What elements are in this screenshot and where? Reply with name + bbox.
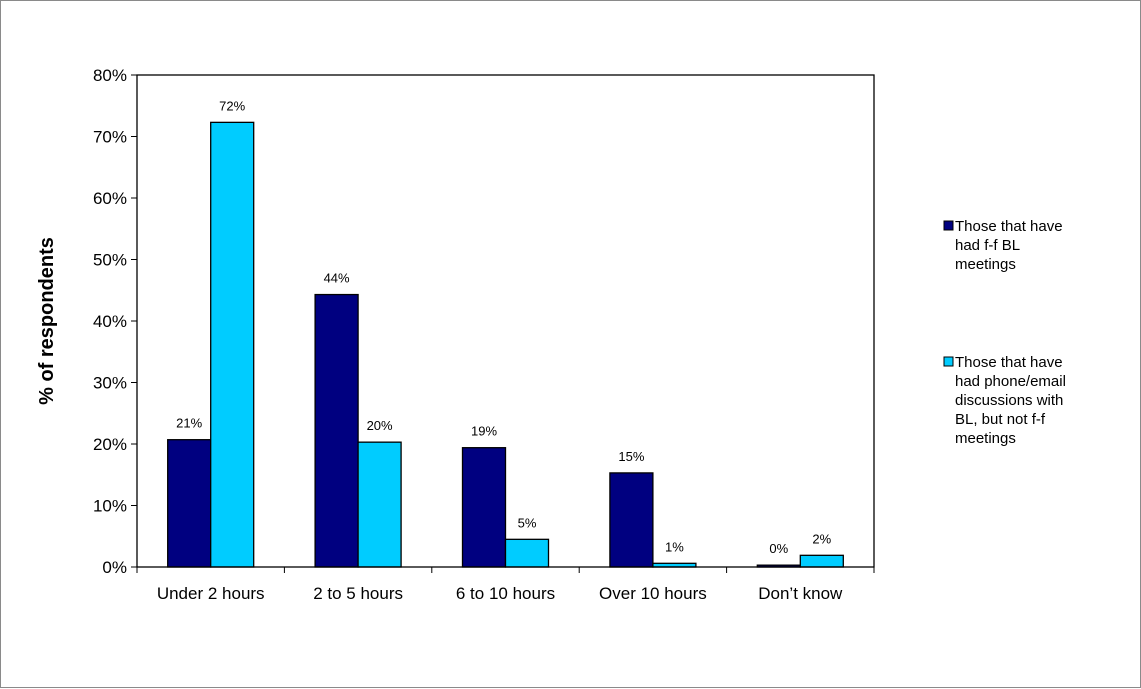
y-axis-title: % of respondents — [36, 237, 58, 405]
y-tick-label: 70% — [93, 128, 127, 147]
data-label: 44% — [324, 271, 350, 286]
data-label: 1% — [665, 539, 684, 554]
legend-line: had phone/email — [955, 373, 1066, 390]
legend-line: BL, but not f-f — [955, 411, 1046, 428]
data-label: 5% — [518, 515, 537, 530]
legend-swatch-1 — [943, 220, 954, 231]
x-category-label: 6 to 10 hours — [456, 584, 555, 603]
x-category-label: Under 2 hours — [157, 584, 265, 603]
y-tick-label: 40% — [93, 312, 127, 331]
x-category-label: 2 to 5 hours — [313, 584, 403, 603]
plot-area — [136, 74, 875, 568]
plot-border — [136, 74, 875, 568]
bar-series-1 — [314, 293, 359, 568]
data-labels: 21% 72% 44% 20% 19% 5% 15% 1% 0% 2% — [176, 98, 831, 556]
legend-label-1: Those that have had f-f BL meetings — [955, 218, 1063, 273]
y-tick-label: 60% — [93, 189, 127, 208]
x-category-label: Don’t know — [758, 584, 843, 603]
data-label: 0% — [769, 541, 788, 556]
data-label: 72% — [219, 98, 245, 113]
bar-series-1 — [609, 472, 654, 568]
legend-line: discussions with — [955, 392, 1063, 409]
legend-line: Those that have — [955, 354, 1063, 371]
y-tick-label: 20% — [93, 435, 127, 454]
y-axis-ticks: 0% 10% 20% 30% 40% 50% 60% 70% 80% — [93, 66, 137, 577]
y-tick-label: 80% — [93, 66, 127, 85]
x-category-label: Over 10 hours — [599, 584, 707, 603]
y-axis-title-group: % of respondents — [36, 237, 58, 405]
bar-series-1 — [461, 447, 507, 568]
bar-series-2 — [799, 554, 844, 568]
bar-series-2 — [210, 121, 255, 568]
y-tick-label: 30% — [93, 374, 127, 393]
data-label: 20% — [367, 418, 393, 433]
legend-line: meetings — [955, 256, 1016, 273]
legend-line: meetings — [955, 430, 1016, 447]
legend-swatch-2 — [943, 356, 954, 367]
bars — [167, 121, 844, 568]
data-label: 21% — [176, 416, 202, 431]
y-tick-label: 10% — [93, 497, 127, 516]
bar-series-2 — [504, 538, 550, 568]
bar-series-2 — [357, 441, 402, 568]
y-tick-label: 50% — [93, 251, 127, 270]
legend-line: Those that have — [955, 218, 1063, 235]
data-label: 15% — [618, 449, 644, 464]
data-label: 2% — [812, 531, 831, 546]
legend-line: had f-f BL — [955, 237, 1020, 254]
y-tick-label: 0% — [102, 558, 127, 577]
legend-label-2: Those that have had phone/email discussion… — [955, 354, 1066, 447]
x-axis-categories: Under 2 hours 2 to 5 hours 6 to 10 hours Ov… — [136, 567, 875, 603]
data-label: 19% — [471, 424, 497, 439]
bar-series-1 — [167, 439, 212, 568]
